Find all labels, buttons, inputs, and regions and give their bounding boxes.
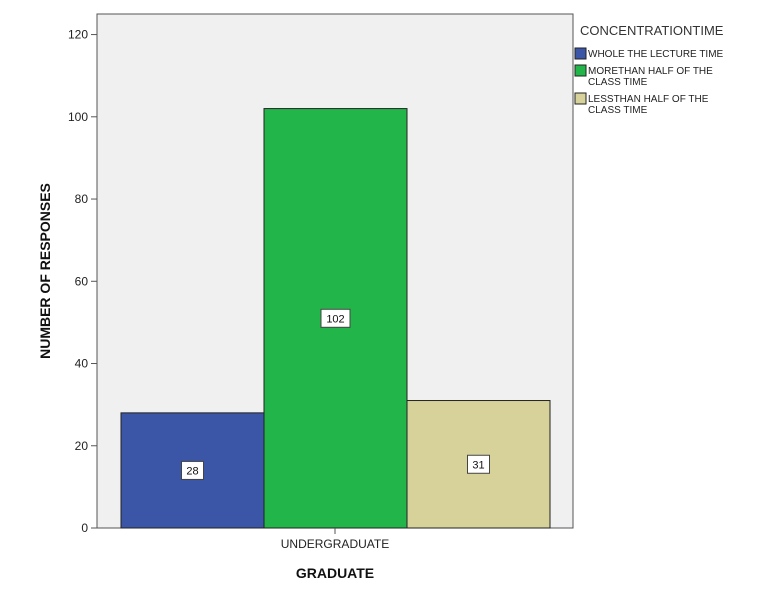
y-tick-label: 40 (75, 357, 89, 371)
legend-items: WHOLE THE LECTURE TIME MORETHAN HALF OF T… (574, 47, 724, 116)
legend: CONCENTRATIONTIME WHOLE THE LECTURE TIME… (574, 23, 724, 116)
data-label-2: 102 (320, 308, 351, 328)
x-category-label: UNDERGRADUATE (281, 537, 389, 551)
data-label-text: 28 (186, 465, 198, 477)
legend-label: LESSTHAN HALF OF THE (588, 94, 709, 105)
y-tick-label: 0 (81, 521, 88, 535)
data-label-text: 31 (472, 459, 484, 471)
x-axis-title: GRADUATE (296, 565, 374, 581)
legend-label: CLASS TIME (588, 77, 648, 88)
y-tick-label: 20 (75, 439, 89, 453)
legend-swatch (574, 92, 587, 105)
legend-label: CLASS TIME (588, 105, 648, 116)
y-tick-label: 120 (68, 28, 88, 42)
data-label-box (467, 454, 490, 474)
y-tick-label: 80 (75, 192, 89, 206)
y-axis: 0 20 40 60 80 100 120 (68, 14, 336, 535)
data-label-box (181, 460, 204, 480)
legend-label: MORETHAN HALF OF THE (588, 66, 713, 77)
y-tick-label: 60 (75, 274, 89, 288)
legend-item-1: WHOLE THE LECTURE TIME (574, 47, 724, 60)
legend-swatch (574, 64, 587, 77)
y-tick-label: 100 (68, 110, 88, 124)
data-label-text: 102 (326, 313, 344, 325)
legend-title: CONCENTRATIONTIME (580, 23, 724, 38)
legend-label: WHOLE THE LECTURE TIME (588, 49, 724, 60)
data-labels-layer: 28 102 31 (181, 308, 490, 480)
legend-swatch (574, 47, 587, 60)
data-label-3: 31 (467, 454, 490, 474)
data-label-1: 28 (181, 460, 204, 480)
data-label-box (320, 308, 351, 328)
y-axis-title: NUMBER OF RESPONSES (37, 183, 53, 359)
